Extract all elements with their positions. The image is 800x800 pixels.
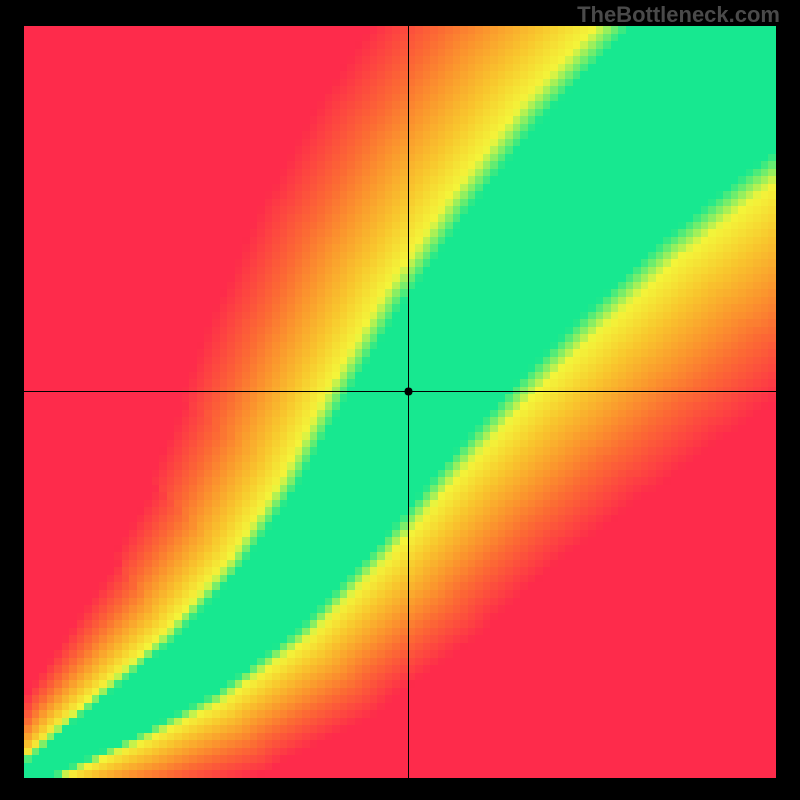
bottleneck-heatmap xyxy=(24,26,776,778)
chart-container: { "canvas": { "width": 800, "height": 80… xyxy=(0,0,800,800)
watermark-text: TheBottleneck.com xyxy=(577,2,780,28)
